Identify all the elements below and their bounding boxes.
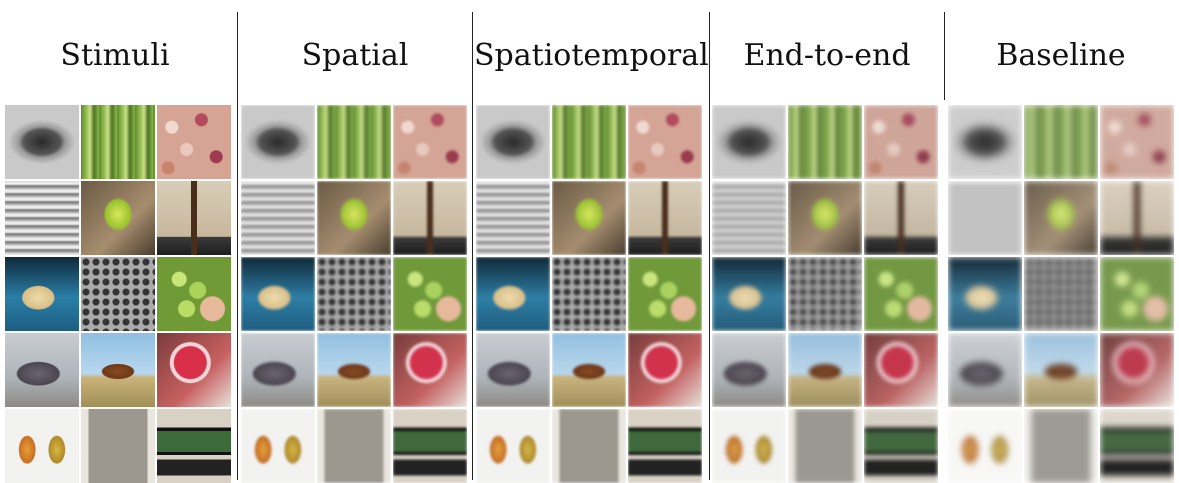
stimuli-bowl-image [5, 105, 79, 179]
end_to_end-grapes-image [864, 257, 938, 331]
spatial-drain-grate-image [317, 257, 391, 331]
panel-spatial [241, 105, 467, 483]
stimuli-grapes-image [157, 257, 231, 331]
baseline-blinds-image [948, 181, 1022, 255]
spatial-bamboo-image [317, 105, 391, 179]
end_to_end-hippo-image [712, 333, 786, 407]
baseline-horse-image [1024, 333, 1098, 407]
panel-end-to-end [712, 105, 938, 483]
end_to_end-tshirt-image [788, 409, 862, 483]
stimuli-tshirt-image [81, 409, 155, 483]
header-spatial: Spatial [301, 38, 409, 73]
baseline-coat-rack-image [1100, 181, 1174, 255]
spatiotemporal-jam-jar-image [628, 333, 702, 407]
baseline-bamboo-image [1024, 105, 1098, 179]
spatiotemporal-beans-image [628, 105, 702, 179]
panel-stimuli [5, 105, 231, 483]
column-separator [709, 12, 710, 480]
spatiotemporal-bamboo-image [552, 105, 626, 179]
spatiotemporal-tv-stand-image [628, 409, 702, 483]
spatial-coat-rack-image [393, 181, 467, 255]
column-separator [237, 12, 238, 480]
spatiotemporal-drain-grate-image [552, 257, 626, 331]
column-separator [944, 12, 945, 100]
end_to_end-mangoes-image [712, 409, 786, 483]
stimuli-tv-stand-image [157, 409, 231, 483]
spatiotemporal-bowl-image [476, 105, 550, 179]
stimuli-dough-box-image [5, 257, 79, 331]
end_to_end-drain-grate-image [788, 257, 862, 331]
baseline-hippo-image [948, 333, 1022, 407]
end_to_end-butterfly-image [788, 181, 862, 255]
spatial-grapes-image [393, 257, 467, 331]
baseline-grapes-image [1100, 257, 1174, 331]
stimuli-beans-image [157, 105, 231, 179]
baseline-tv-stand-image [1100, 409, 1174, 483]
spatiotemporal-tshirt-image [552, 409, 626, 483]
spatial-hippo-image [241, 333, 315, 407]
stimuli-hippo-image [5, 333, 79, 407]
stimuli-mangoes-image [5, 409, 79, 483]
column-separator [472, 12, 473, 480]
spatial-butterfly-image [317, 181, 391, 255]
stimuli-bamboo-image [81, 105, 155, 179]
end_to_end-jam-jar-image [864, 333, 938, 407]
panel-baseline [948, 105, 1174, 483]
stimuli-drain-grate-image [81, 257, 155, 331]
end_to_end-coat-rack-image [864, 181, 938, 255]
end_to_end-horse-image [788, 333, 862, 407]
spatial-jam-jar-image [393, 333, 467, 407]
stimuli-butterfly-image [81, 181, 155, 255]
end_to_end-bamboo-image [788, 105, 862, 179]
baseline-jam-jar-image [1100, 333, 1174, 407]
panel-spatiotemporal [476, 105, 702, 483]
spatial-blinds-image [241, 181, 315, 255]
baseline-drain-grate-image [1024, 257, 1098, 331]
header-end-to-end: End-to-end [743, 38, 911, 73]
end_to_end-dough-box-image [712, 257, 786, 331]
header-stimuli: Stimuli [60, 38, 170, 73]
end_to_end-beans-image [864, 105, 938, 179]
spatial-dough-box-image [241, 257, 315, 331]
spatiotemporal-horse-image [552, 333, 626, 407]
header-baseline: Baseline [996, 38, 1126, 73]
baseline-butterfly-image [1024, 181, 1098, 255]
stimuli-horse-image [81, 333, 155, 407]
spatiotemporal-blinds-image [476, 181, 550, 255]
stimuli-coat-rack-image [157, 181, 231, 255]
baseline-mangoes-image [948, 409, 1022, 483]
spatial-horse-image [317, 333, 391, 407]
spatiotemporal-grapes-image [628, 257, 702, 331]
spatial-tshirt-image [317, 409, 391, 483]
spatiotemporal-coat-rack-image [628, 181, 702, 255]
header-spatiotemporal: Spatiotemporal [474, 38, 709, 73]
spatial-mangoes-image [241, 409, 315, 483]
baseline-bowl-image [948, 105, 1022, 179]
baseline-beans-image [1100, 105, 1174, 179]
spatiotemporal-butterfly-image [552, 181, 626, 255]
spatiotemporal-dough-box-image [476, 257, 550, 331]
end_to_end-bowl-image [712, 105, 786, 179]
spatial-tv-stand-image [393, 409, 467, 483]
stimuli-jam-jar-image [157, 333, 231, 407]
spatial-beans-image [393, 105, 467, 179]
spatiotemporal-hippo-image [476, 333, 550, 407]
baseline-tshirt-image [1024, 409, 1098, 483]
baseline-dough-box-image [948, 257, 1022, 331]
end_to_end-tv-stand-image [864, 409, 938, 483]
spatiotemporal-mangoes-image [476, 409, 550, 483]
stimuli-blinds-image [5, 181, 79, 255]
spatial-bowl-image [241, 105, 315, 179]
end_to_end-blinds-image [712, 181, 786, 255]
